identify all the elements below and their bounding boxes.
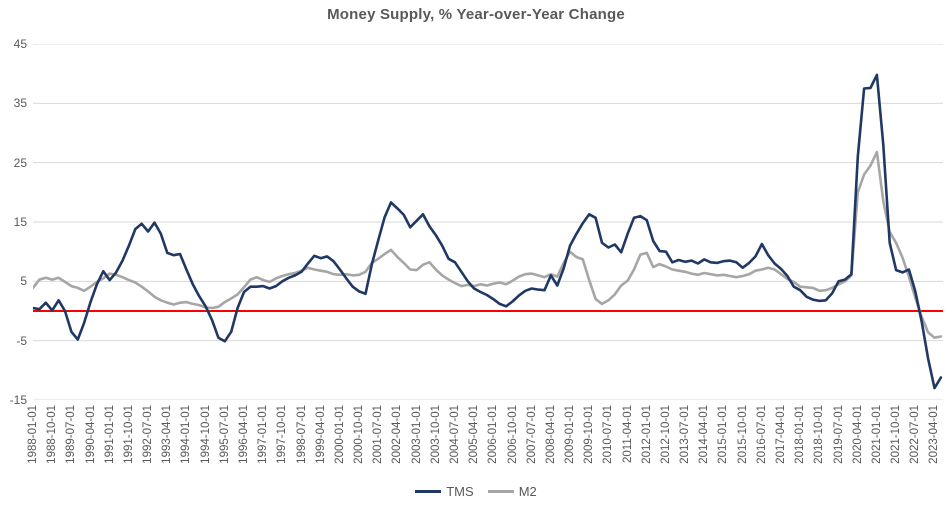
x-axis-tick-label: 1999-04-01 xyxy=(314,405,327,464)
x-axis-tick-label: 2003-01-01 xyxy=(410,405,423,464)
x-axis-tick-label: 2018-01-01 xyxy=(794,405,807,464)
x-axis-tick-label: 1994-01-01 xyxy=(180,405,193,464)
x-axis-tick-label: 1988-01-01 xyxy=(27,405,39,464)
tms-line-swatch xyxy=(415,490,442,493)
x-axis-tick-label: 1989-07-01 xyxy=(65,405,78,464)
x-axis-tick-label: 1995-07-01 xyxy=(218,405,231,464)
y-axis-tick-label: 25 xyxy=(13,155,27,170)
x-axis-tick-label: 2021-01-01 xyxy=(870,405,883,464)
x-axis-tick-label: 2018-10-01 xyxy=(813,405,826,464)
x-axis-tick-label: 2006-01-01 xyxy=(487,405,500,464)
x-axis-tick-label: 2021-10-01 xyxy=(890,405,903,464)
x-axis-tick-label: 2015-01-01 xyxy=(717,405,730,464)
x-axis-tick-label: 1994-10-01 xyxy=(199,405,212,464)
x-axis-tick-label: 2012-10-01 xyxy=(659,405,672,464)
x-axis-tick-label: 1992-07-01 xyxy=(142,405,155,464)
x-axis-tick-label: 1988-10-01 xyxy=(46,405,59,464)
x-axis-tick-label: 2005-04-01 xyxy=(468,405,481,464)
x-axis-tick-label: 2015-10-01 xyxy=(736,405,749,464)
y-axis-tick-label: -5 xyxy=(16,333,27,348)
x-axis-tick-label: 2009-01-01 xyxy=(564,405,577,464)
legend: TMS M2 xyxy=(0,484,952,499)
legend-item-tms: TMS xyxy=(415,484,474,499)
plot-area xyxy=(33,44,943,400)
m2-series-line xyxy=(33,150,943,340)
x-axis-tick-label: 2013-07-01 xyxy=(679,405,692,464)
x-axis-tick-label: 2022-07-01 xyxy=(909,405,922,464)
x-axis-tick-label: 2008-04-01 xyxy=(544,405,557,464)
y-axis-tick-label: 45 xyxy=(13,37,27,51)
x-axis-tick-label: 1997-01-01 xyxy=(257,405,270,464)
x-axis-tick-label: 1991-01-01 xyxy=(103,405,116,464)
x-axis-tick-label: 1991-10-01 xyxy=(122,405,135,464)
gridlines xyxy=(33,44,943,400)
x-axis-tick-label: 2001-07-01 xyxy=(372,405,385,464)
x-axis-tick-label: 2010-07-01 xyxy=(602,405,615,464)
x-axis-tick-label: 1996-04-01 xyxy=(237,405,250,464)
chart-title: Money Supply, % Year-over-Year Change xyxy=(327,6,625,23)
x-axis-tick-label: 1998-07-01 xyxy=(295,405,308,464)
x-axis-tick-label: 2023-04-01 xyxy=(928,405,941,464)
m2-line-swatch xyxy=(487,490,514,493)
x-axis-tick-label: 1993-04-01 xyxy=(161,405,174,464)
x-axis-tick-label: 2014-04-01 xyxy=(698,405,711,464)
legend-label-tms: TMS xyxy=(446,484,474,499)
x-axis-tick-label: 2012-01-01 xyxy=(640,405,653,464)
y-axis-tick-label: 5 xyxy=(20,274,27,289)
x-axis-tick-label: 2000-01-01 xyxy=(333,405,346,464)
x-axis-tick-label: 1997-10-01 xyxy=(276,405,289,464)
x-axis-tick-label: 2003-10-01 xyxy=(429,405,442,464)
x-axis-tick-label: 2019-07-01 xyxy=(832,405,845,464)
x-axis-tick-label: 2011-04-01 xyxy=(621,405,634,463)
x-axis-tick-label: 2016-07-01 xyxy=(755,405,768,464)
legend-label-m2: M2 xyxy=(518,484,537,499)
y-axis-tick-label: 35 xyxy=(13,96,27,111)
x-axis-tick-label: 2007-07-01 xyxy=(525,405,538,464)
tms-series-line xyxy=(33,73,943,390)
x-axis-tick-label: 2006-10-01 xyxy=(506,405,519,464)
x-axis-tick-label: 2017-04-01 xyxy=(775,405,788,464)
x-axis-tick-label: 2009-10-01 xyxy=(583,405,596,464)
x-axis-tick-label: 1990-04-01 xyxy=(84,405,97,464)
x-axis-tick-label: 2002-04-01 xyxy=(391,405,404,464)
y-axis-tick-label: 15 xyxy=(13,215,27,229)
x-axis-tick-label: 2004-07-01 xyxy=(448,405,461,464)
x-axis-tick-label: 2020-04-01 xyxy=(851,405,864,464)
y-axis-tick-label: -15 xyxy=(9,393,27,407)
x-axis-tick-label: 2000-10-01 xyxy=(353,405,366,464)
legend-item-m2: M2 xyxy=(487,484,537,499)
